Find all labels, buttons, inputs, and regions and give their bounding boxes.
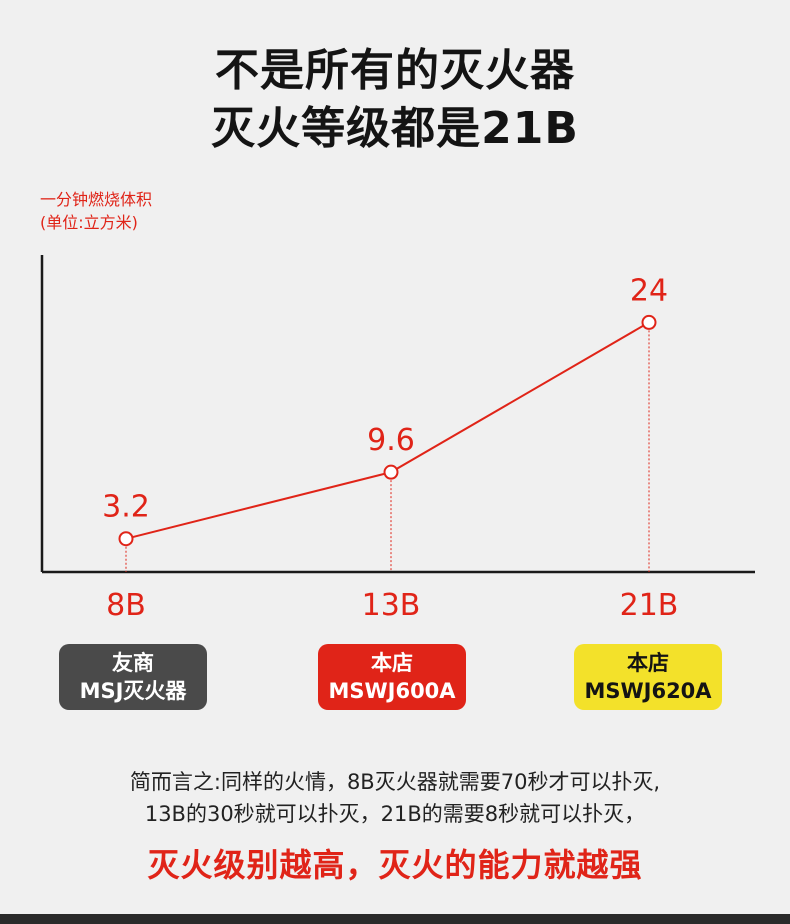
badge-line-2: MSWJ600A bbox=[328, 679, 456, 703]
y-axis-unit: (单位:立方米) bbox=[40, 213, 138, 232]
data-point bbox=[383, 464, 399, 480]
x-tick-label: 13B bbox=[361, 588, 421, 623]
data-point bbox=[118, 531, 134, 547]
badge-line-1: 友商 bbox=[112, 651, 154, 675]
y-axis-label: 一分钟燃烧体积 bbox=[40, 190, 153, 209]
bottom-bar bbox=[0, 914, 790, 924]
title-line-2: 灭火等级都是21B bbox=[211, 103, 579, 154]
badge-line-1: 本店 bbox=[371, 651, 413, 675]
title-line-1: 不是所有的灭火器 bbox=[215, 45, 575, 96]
x-tick-label: 8B bbox=[106, 588, 146, 623]
badge-line-2: MSWJ620A bbox=[584, 679, 712, 703]
badge-line-2: MSJ灭火器 bbox=[79, 679, 187, 703]
x-tick-label: 21B bbox=[619, 588, 679, 623]
conclusion-text: 灭火级别越高，灭火的能力就越强 bbox=[147, 846, 643, 884]
store-badge-mswj600a: 本店 MSWJ600A bbox=[318, 644, 466, 710]
competitor-badge: 友商 MSJ灭火器 bbox=[59, 644, 207, 710]
data-label: 3.2 bbox=[102, 490, 150, 525]
summary-line-2: 13B的30秒就可以扑灭，21B的需要8秒就可以扑灭， bbox=[144, 802, 646, 826]
badge-line-1: 本店 bbox=[627, 651, 669, 675]
store-badge-mswj620a: 本店 MSWJ620A bbox=[574, 644, 722, 710]
data-point bbox=[641, 314, 657, 330]
data-label: 9.6 bbox=[367, 423, 415, 458]
data-label: 24 bbox=[630, 273, 668, 308]
summary-line-1: 简而言之:同样的火情，8B灭火器就需要70秒才可以扑灭, bbox=[129, 770, 661, 794]
